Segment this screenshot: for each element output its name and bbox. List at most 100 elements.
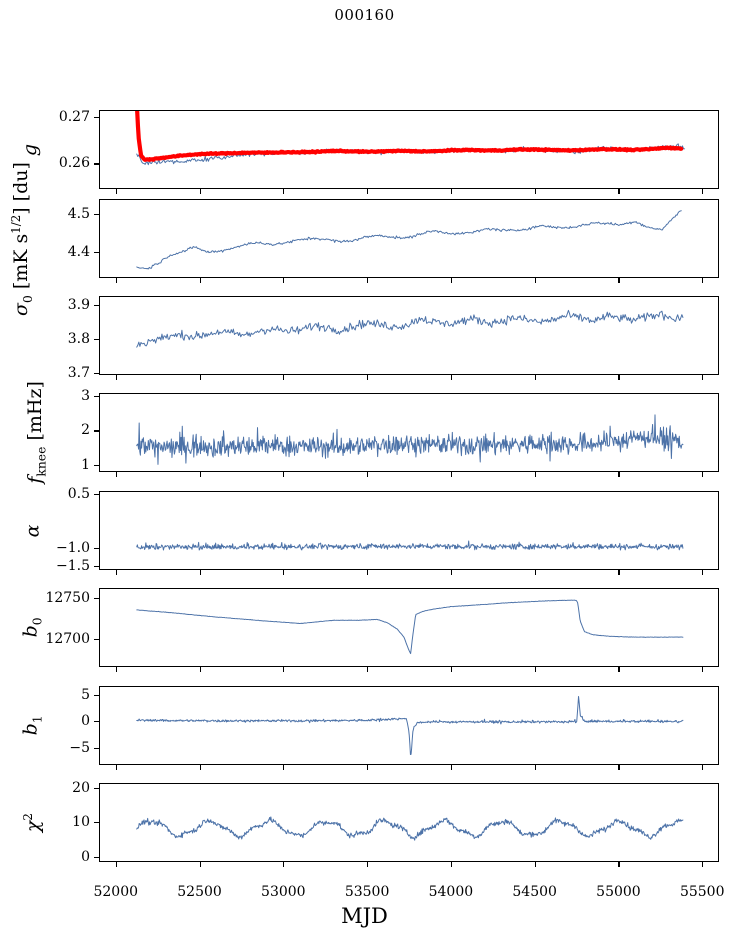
x-tick-label-7: 55500 xyxy=(679,884,725,900)
data-line-b1 xyxy=(136,695,684,756)
y-tick-label-chi2-0: 0 xyxy=(81,848,90,865)
y-tick-label-fknee_sigma_overlap-1: 3.8 xyxy=(67,330,90,347)
y-tick-label-alpha-0: −1.5 xyxy=(56,557,90,574)
x-tick-label-1: 52500 xyxy=(177,884,222,900)
x-tick-mark-b1-5 xyxy=(534,765,536,770)
series-canvas-alpha xyxy=(136,540,684,551)
x-tick-mark-g-7 xyxy=(702,189,704,194)
y-tick-label-g-1: 0.27 xyxy=(58,108,90,125)
y-tick-mark-b0-1 xyxy=(94,597,99,599)
x-tick-mark-b0-1 xyxy=(199,667,201,672)
y-tick-label-fknee-0: 1 xyxy=(81,456,90,473)
y-tick-label-chi2-2: 20 xyxy=(72,780,90,797)
y-tick-mark-sigma0-1 xyxy=(94,214,99,216)
x-tick-mark-chi2-2 xyxy=(283,862,285,867)
x-tick-mark-sigma0-5 xyxy=(534,278,536,283)
x-tick-mark-sigma0-7 xyxy=(702,278,704,283)
y-tick-label-fknee-1: 2 xyxy=(81,422,90,439)
x-axis-label: MJD xyxy=(341,904,388,928)
y-tick-mark-b1-0 xyxy=(94,747,99,749)
x-tick-mark-fknee_sigma_overlap-3 xyxy=(367,375,369,380)
x-tick-mark-alpha-1 xyxy=(199,570,201,575)
y-tick-mark-g-1 xyxy=(94,116,99,119)
x-tick-mark-fknee_sigma_overlap-6 xyxy=(618,375,620,380)
x-tick-mark-chi2-1 xyxy=(199,862,201,867)
y-axis-label-b0: b0 xyxy=(19,617,45,638)
x-tick-mark-g-6 xyxy=(618,189,620,194)
y-tick-mark-fknee_sigma_overlap-0 xyxy=(94,373,99,375)
x-tick-label-3: 53500 xyxy=(344,884,390,900)
y-tick-mark-chi2-1 xyxy=(94,822,99,824)
y-tick-label-chi2-1: 10 xyxy=(72,814,90,831)
y-axis-label-b1: b1 xyxy=(19,715,45,736)
x-tick-mark-chi2-7 xyxy=(702,862,704,867)
x-tick-mark-fknee-6 xyxy=(618,472,620,477)
x-tick-mark-fknee-4 xyxy=(450,472,452,477)
y-axis-label-fknee: fknee [mHz] xyxy=(23,381,49,484)
y-tick-mark-fknee-1 xyxy=(94,430,99,432)
x-tick-mark-b1-0 xyxy=(115,765,117,770)
x-tick-mark-b0-5 xyxy=(534,667,536,672)
x-tick-mark-b1-6 xyxy=(618,765,620,770)
series-canvas-fknee_sigma_overlap xyxy=(136,309,684,348)
y-tick-label-sigma0-0: 4.4 xyxy=(67,243,90,260)
x-tick-mark-chi2-0 xyxy=(115,862,117,867)
y-tick-mark-b1-1 xyxy=(94,721,99,723)
y-tick-mark-g-0 xyxy=(94,163,99,165)
series-canvas-b0 xyxy=(136,599,684,655)
series-canvas-b1 xyxy=(136,695,684,756)
y-tick-mark-fknee_sigma_overlap-2 xyxy=(94,304,99,306)
x-tick-mark-g-5 xyxy=(534,189,536,194)
figure-title: 000160 xyxy=(334,6,395,24)
series-canvas-chi2 xyxy=(136,816,684,841)
plot-panel-b0 xyxy=(99,588,719,667)
x-tick-mark-g-3 xyxy=(367,189,369,194)
x-tick-mark-fknee_sigma_overlap-1 xyxy=(199,375,201,380)
x-tick-mark-fknee_sigma_overlap-2 xyxy=(283,375,285,380)
x-tick-mark-b1-1 xyxy=(199,765,201,770)
x-tick-mark-fknee_sigma_overlap-5 xyxy=(534,375,536,380)
data-line-fknee xyxy=(136,414,684,465)
plot-panel-g xyxy=(99,110,719,189)
x-tick-mark-fknee_sigma_overlap-0 xyxy=(115,375,117,380)
x-tick-mark-fknee_sigma_overlap-7 xyxy=(702,375,704,380)
x-tick-mark-alpha-7 xyxy=(702,570,704,575)
y-tick-mark-alpha-1 xyxy=(94,547,99,549)
x-tick-mark-b0-6 xyxy=(618,667,620,672)
x-tick-label-0: 52000 xyxy=(93,884,139,900)
x-tick-mark-b1-7 xyxy=(702,765,704,770)
x-tick-mark-chi2-6 xyxy=(618,862,620,867)
x-tick-mark-fknee-5 xyxy=(534,472,536,477)
y-tick-mark-chi2-0 xyxy=(94,856,99,858)
x-tick-label-5: 54500 xyxy=(512,884,557,900)
y-tick-label-sigma0-1: 4.5 xyxy=(67,206,90,223)
x-tick-mark-b0-7 xyxy=(702,667,704,672)
plot-panel-b1 xyxy=(99,686,719,765)
x-tick-label-6: 55000 xyxy=(596,884,641,900)
x-tick-mark-b1-2 xyxy=(283,765,285,770)
data-line-chi2 xyxy=(136,816,684,841)
y-tick-mark-b1-2 xyxy=(94,694,99,696)
x-tick-mark-alpha-4 xyxy=(450,570,452,575)
x-tick-mark-fknee-7 xyxy=(702,472,704,477)
x-tick-mark-alpha-5 xyxy=(534,570,536,575)
y-tick-mark-fknee-2 xyxy=(94,396,99,398)
x-tick-mark-sigma0-2 xyxy=(283,278,285,283)
x-tick-mark-chi2-5 xyxy=(534,862,536,867)
x-tick-mark-fknee_sigma_overlap-4 xyxy=(450,375,452,380)
x-tick-mark-g-1 xyxy=(199,189,201,194)
x-tick-mark-sigma0-3 xyxy=(367,278,369,283)
x-tick-label-4: 54000 xyxy=(428,884,474,900)
y-axis-label-sigma0: σ0 [mK s1/2] [du] xyxy=(8,161,36,316)
x-tick-mark-fknee-0 xyxy=(115,472,117,477)
y-tick-label-alpha-1: −1.0 xyxy=(56,539,90,556)
x-tick-mark-g-2 xyxy=(283,189,285,194)
x-tick-mark-alpha-0 xyxy=(115,570,117,575)
y-tick-mark-alpha-2 xyxy=(94,493,99,495)
data-line-gain-smooth xyxy=(135,111,684,162)
x-tick-mark-sigma0-4 xyxy=(450,278,452,283)
plot-panel-fknee_sigma_overlap xyxy=(99,296,719,375)
y-tick-label-b1-1: 0 xyxy=(81,713,90,730)
x-tick-mark-alpha-3 xyxy=(367,570,369,575)
